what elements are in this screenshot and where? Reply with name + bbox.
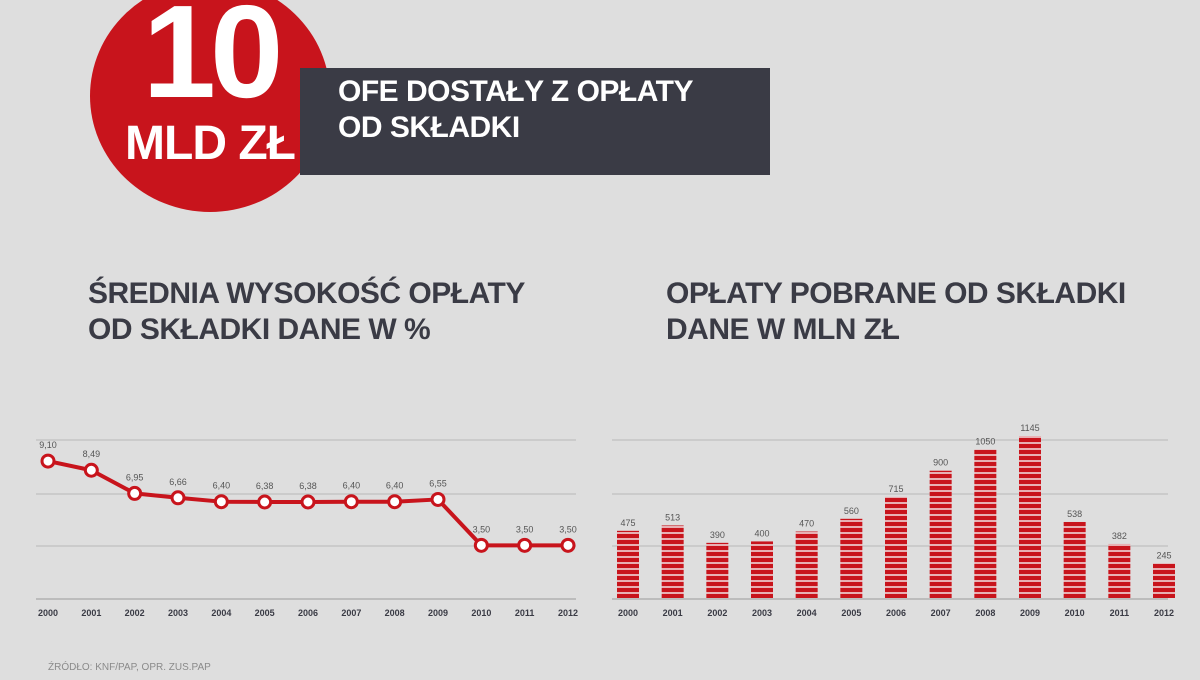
bar-chart-tick-label: 2007 bbox=[931, 608, 951, 618]
bar-chart-tick-label: 2004 bbox=[797, 608, 817, 618]
line-chart-title-line-2: OD SKŁADKI DANE W % bbox=[88, 313, 431, 346]
bar-chart-bar bbox=[661, 525, 684, 598]
bar-chart-data-label: 382 bbox=[1112, 531, 1127, 541]
bar-chart-tick-label: 2012 bbox=[1154, 608, 1174, 618]
bar-chart-data-label: 390 bbox=[710, 530, 725, 540]
bar-chart-title-line-1: OPŁATY POBRANE OD SKŁADKI bbox=[666, 277, 1126, 310]
line-chart-data-label: 6,55 bbox=[429, 478, 447, 488]
highlight-unit: MLD ZŁ bbox=[125, 117, 296, 170]
headline-banner bbox=[300, 68, 770, 175]
line-chart-point bbox=[127, 485, 143, 501]
line-chart-data-label: 6,66 bbox=[169, 477, 187, 487]
headline-line-1: OFE DOSTAŁY Z OPŁATY bbox=[338, 75, 694, 108]
line-chart-data-label: 8,49 bbox=[83, 449, 101, 459]
bar-chart-tick-label: 2008 bbox=[975, 608, 995, 618]
bar-chart-bar bbox=[795, 531, 818, 598]
bar-chart-tick-label: 2000 bbox=[618, 608, 638, 618]
source-note: ŹRÓDŁO: KNF/PAP, OPR. ZUS.PAP bbox=[48, 662, 211, 673]
bar-chart-title: OPŁATY POBRANE OD SKŁADKI DANE W MLN ZŁ bbox=[666, 276, 1126, 348]
bar-chart: 475 2000 513 2001 390 2002 400 2003 470 2004 560 20… bbox=[612, 423, 1175, 618]
line-chart-point bbox=[473, 537, 489, 553]
line-chart-tick-label: 2008 bbox=[385, 608, 405, 618]
line-chart-point bbox=[560, 537, 576, 553]
line-chart-data-label: 6,40 bbox=[343, 481, 361, 491]
line-chart-tick-label: 2002 bbox=[125, 608, 145, 618]
bar-chart-bar bbox=[1019, 436, 1041, 598]
line-chart-tick-label: 2005 bbox=[255, 608, 275, 618]
line-chart-tick-label: 2009 bbox=[428, 608, 448, 618]
highlight-circle bbox=[90, 0, 330, 212]
bar-chart-bar bbox=[929, 470, 952, 598]
line-chart-data-label: 6,38 bbox=[256, 481, 274, 491]
bar-chart-data-label: 513 bbox=[665, 512, 680, 522]
bar-chart-data-label: 1050 bbox=[975, 437, 995, 447]
headline-line-2: OD SKŁADKI bbox=[338, 111, 520, 144]
bar-chart-bar bbox=[974, 449, 997, 598]
line-chart-data-label: 9,10 bbox=[39, 440, 57, 450]
bar-chart-bar bbox=[1108, 543, 1131, 598]
line-chart-data-label: 3,50 bbox=[559, 524, 577, 534]
line-chart-tick-label: 2011 bbox=[515, 608, 535, 618]
line-chart-data-label: 6,40 bbox=[213, 481, 231, 491]
line-chart-tick-label: 2001 bbox=[81, 608, 101, 618]
line-chart-data-label: 6,40 bbox=[386, 481, 404, 491]
line-chart-tick-label: 2003 bbox=[168, 608, 188, 618]
line-chart-tick-label: 2010 bbox=[471, 608, 491, 618]
bar-chart-title-line-2: DANE W MLN ZŁ bbox=[666, 313, 900, 346]
bar-chart-tick-label: 2011 bbox=[1110, 608, 1130, 618]
line-chart-tick-label: 2006 bbox=[298, 608, 318, 618]
bar-chart-data-label: 538 bbox=[1067, 509, 1082, 519]
bar-chart-bar bbox=[751, 541, 773, 598]
line-chart-tick-label: 2000 bbox=[38, 608, 58, 618]
bar-chart-tick-label: 2001 bbox=[663, 608, 683, 618]
bar-chart-data-label: 470 bbox=[799, 519, 814, 529]
line-chart-point bbox=[40, 453, 56, 469]
bar-chart-data-label: 475 bbox=[620, 518, 635, 528]
line-chart-point bbox=[213, 494, 229, 510]
line-chart-tick-label: 2007 bbox=[341, 608, 361, 618]
bar-chart-tick-label: 2006 bbox=[886, 608, 906, 618]
bar-chart-tick-label: 2005 bbox=[841, 608, 861, 618]
line-chart-point bbox=[430, 491, 446, 507]
line-chart-point bbox=[170, 490, 186, 506]
line-chart-data-label: 3,50 bbox=[516, 524, 534, 534]
bar-chart-bar bbox=[1063, 521, 1086, 598]
line-chart-point bbox=[83, 462, 99, 478]
bar-chart-bar bbox=[885, 496, 907, 598]
bar-chart-bar bbox=[617, 530, 639, 598]
headline-text: OFE DOSTAŁY Z OPŁATY OD SKŁADKI bbox=[338, 74, 758, 146]
line-chart-point bbox=[257, 494, 273, 510]
bar-chart-data-label: 715 bbox=[888, 484, 903, 494]
line-chart-point bbox=[300, 494, 316, 510]
bar-chart-data-label: 1145 bbox=[1020, 423, 1039, 433]
line-chart: 9,10 2000 8,49 2001 6,95 2002 6,66 2003 6,40 2004… bbox=[36, 439, 578, 618]
bar-chart-tick-label: 2002 bbox=[707, 608, 727, 618]
line-chart-tick-label: 2012 bbox=[558, 608, 578, 618]
line-chart-point bbox=[343, 494, 359, 510]
bar-chart-bar bbox=[840, 518, 863, 598]
bar-chart-data-label: 400 bbox=[754, 528, 769, 538]
line-chart-data-label: 6,38 bbox=[299, 481, 317, 491]
bar-chart-tick-label: 2003 bbox=[752, 608, 772, 618]
bar-chart-data-label: 245 bbox=[1156, 550, 1171, 560]
bar-chart-bar bbox=[1153, 563, 1175, 598]
line-chart-title: ŚREDNIA WYSOKOŚĆ OPŁATY OD SKŁADKI DANE … bbox=[88, 276, 528, 348]
bar-chart-tick-label: 2010 bbox=[1065, 608, 1085, 618]
line-chart-data-label: 3,50 bbox=[473, 524, 491, 534]
line-chart-point bbox=[517, 537, 533, 553]
line-chart-tick-label: 2004 bbox=[211, 608, 231, 618]
bar-chart-tick-label: 2009 bbox=[1020, 608, 1040, 618]
line-chart-data-label: 6,95 bbox=[126, 472, 144, 482]
line-chart-point bbox=[387, 494, 403, 510]
bar-chart-bar bbox=[706, 542, 729, 598]
highlight-number: 10 bbox=[142, 0, 284, 125]
line-chart-title-line-1: ŚREDNIA WYSOKOŚĆ OPŁATY bbox=[88, 277, 525, 310]
bar-chart-data-label: 560 bbox=[844, 506, 859, 516]
bar-chart-data-label: 900 bbox=[933, 458, 948, 468]
